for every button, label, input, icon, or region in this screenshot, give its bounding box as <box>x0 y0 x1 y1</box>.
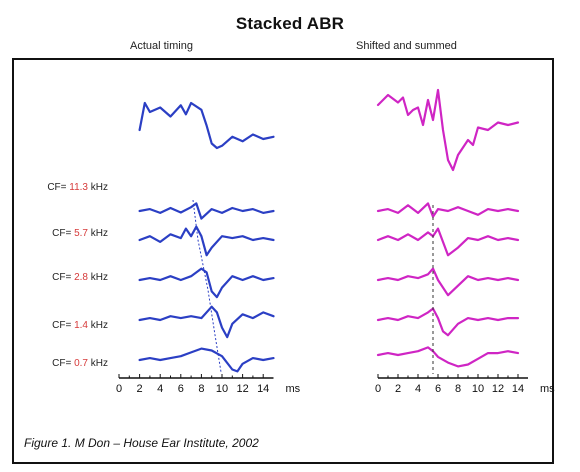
x-tick-label-0-7: 14 <box>257 383 269 395</box>
trace-actual-2 <box>138 225 275 257</box>
trace-shifted-5 <box>376 346 520 368</box>
figure-caption: Figure 1. M Don – House Ear Institute, 2… <box>24 436 259 450</box>
trace-actual-5 <box>138 347 275 373</box>
x-tick-label-0-0: 0 <box>116 383 122 395</box>
cf-label-2: CF= 2.8 kHz <box>52 272 108 283</box>
cf-value: 0.7 <box>74 358 91 369</box>
x-axis-unit-0: ms <box>286 383 301 395</box>
trace-shifted-1 <box>376 202 520 218</box>
trace-actual-1 <box>138 202 275 220</box>
cf-unit: kHz <box>91 358 108 369</box>
cf-unit: kHz <box>91 228 108 239</box>
cf-value: 5.7 <box>74 228 91 239</box>
cf-unit: kHz <box>91 272 108 283</box>
trace-shifted-2 <box>376 227 520 257</box>
trace-shifted-4 <box>376 307 520 337</box>
x-tick-label-1-3: 6 <box>435 383 441 395</box>
x-tick-label-1-1: 2 <box>395 383 401 395</box>
x-tick-label-0-6: 12 <box>236 383 248 395</box>
x-tick-label-0-5: 10 <box>216 383 228 395</box>
x-tick-label-1-7: 14 <box>512 383 524 395</box>
cf-prefix: CF= <box>52 320 74 331</box>
x-tick-label-1-4: 8 <box>455 383 461 395</box>
x-tick-label-1-6: 12 <box>492 383 504 395</box>
chart-title: Stacked ABR <box>235 14 345 33</box>
cf-value: 11.3 <box>69 182 91 193</box>
cf-label-0: CF= 11.3 kHz <box>47 182 108 193</box>
x-tick-label-1-2: 4 <box>415 383 421 395</box>
cf-unit: kHz <box>91 182 108 193</box>
trace-actual-4 <box>138 305 275 339</box>
x-tick-label-0-4: 8 <box>198 383 204 395</box>
cf-label-3: CF= 1.4 kHz <box>52 320 108 331</box>
trace-actual-0 <box>138 101 275 150</box>
cf-label-1: CF= 5.7 kHz <box>52 228 108 239</box>
x-axis-unit-1: ms <box>540 383 555 395</box>
cf-label-4: CF= 0.7 kHz <box>52 358 108 369</box>
cf-prefix: CF= <box>52 228 74 239</box>
trace-shifted-3 <box>376 267 520 297</box>
cf-prefix: CF= <box>47 182 69 193</box>
x-tick-label-0-1: 2 <box>137 383 143 395</box>
x-tick-label-1-5: 10 <box>472 383 484 395</box>
right-panel-heading: Shifted and summed <box>356 40 457 52</box>
cf-unit: kHz <box>91 320 108 331</box>
cf-value: 1.4 <box>74 320 91 331</box>
cf-value: 2.8 <box>74 272 91 283</box>
x-tick-label-0-3: 6 <box>178 383 184 395</box>
trace-actual-3 <box>138 267 275 299</box>
latency-trend-line <box>192 199 222 373</box>
cf-prefix: CF= <box>52 358 74 369</box>
trace-shifted-0 <box>376 88 520 172</box>
left-panel-heading: Actual timing <box>130 40 193 52</box>
x-tick-label-0-2: 4 <box>157 383 163 395</box>
figure-frame <box>12 58 554 464</box>
x-tick-label-1-0: 0 <box>375 383 381 395</box>
cf-prefix: CF= <box>52 272 74 283</box>
